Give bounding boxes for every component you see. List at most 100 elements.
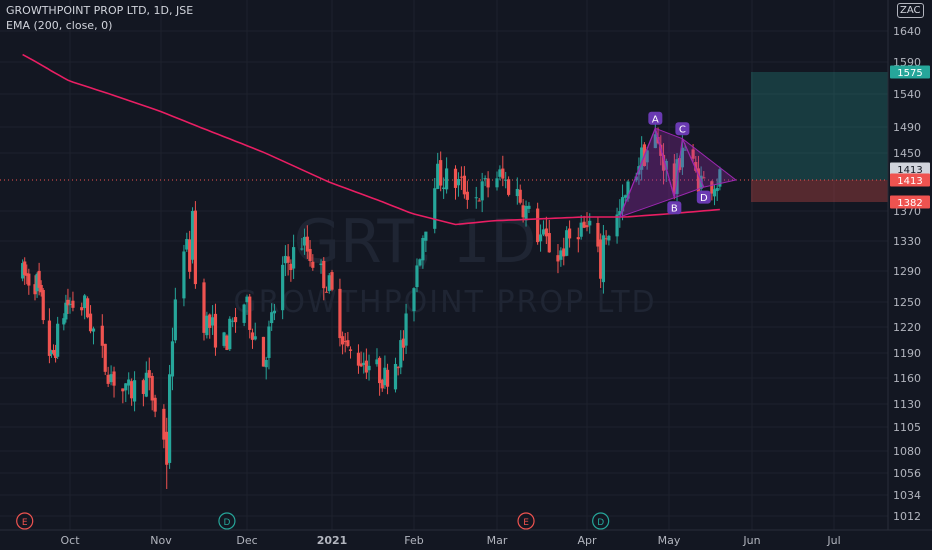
candle (527, 202, 531, 213)
y-tick-label: 1450 (893, 147, 921, 160)
candle (21, 259, 25, 282)
x-tick-label: Dec (236, 534, 257, 547)
candle (130, 378, 134, 406)
candle (66, 288, 70, 315)
legend-title: GROWTHPOINT PROP LTD, 1D, JSE (6, 4, 194, 17)
candle (190, 207, 195, 264)
candle (231, 317, 235, 328)
candle (83, 293, 87, 320)
pattern-point-d[interactable]: D (696, 190, 711, 205)
candle (718, 166, 722, 191)
x-tick-label: Oct (60, 534, 80, 547)
candle (607, 234, 611, 246)
candle (541, 220, 546, 237)
candle (205, 311, 209, 339)
candle (25, 264, 29, 285)
candle (106, 366, 110, 387)
candle (585, 212, 589, 232)
candle (404, 303, 408, 355)
price-badge-stop-loss: 1382 (890, 195, 930, 209)
abcd-pattern[interactable]: A B C D (618, 111, 738, 218)
pattern-point-a[interactable]: A (648, 111, 663, 126)
y-tick-label: 1640 (893, 25, 921, 38)
loss-zone (751, 180, 888, 202)
candle (225, 334, 229, 351)
svg-text:D: D (223, 518, 230, 528)
x-tick-label: Apr (577, 534, 597, 547)
candle (208, 313, 212, 339)
candle (193, 201, 197, 289)
candle (47, 308, 52, 364)
candle (302, 228, 307, 255)
x-tick-label: Feb (404, 534, 423, 547)
candle (604, 230, 608, 245)
x-tick-label: 2021 (317, 534, 348, 547)
dividend-event-marker[interactable]: D (592, 512, 610, 530)
dividend-event-marker[interactable]: D (218, 512, 236, 530)
currency-badge[interactable]: ZAC (897, 3, 924, 18)
candle (348, 346, 353, 359)
candle (393, 357, 398, 393)
candle (498, 165, 502, 181)
y-tick-label: 1250 (893, 296, 921, 309)
candle (165, 417, 169, 489)
candle (68, 297, 72, 314)
candle (283, 245, 287, 277)
candle (86, 296, 90, 319)
candle (645, 146, 649, 170)
y-tick-label: 1290 (893, 265, 921, 278)
candle (418, 258, 422, 267)
candle (453, 165, 458, 200)
pattern-point-c[interactable]: C (675, 122, 690, 136)
candle (330, 269, 334, 292)
earnings-event-marker[interactable]: E (517, 512, 535, 530)
candle (601, 224, 605, 294)
candle (228, 316, 232, 352)
candle (39, 280, 43, 297)
price-badge-entry: 1413 (890, 173, 930, 187)
long-position-tool[interactable] (751, 72, 888, 202)
candle (233, 307, 238, 333)
pattern-path (619, 126, 705, 218)
candle (424, 231, 428, 253)
candle (127, 372, 131, 395)
svg-text:A: A (652, 114, 659, 125)
candle (62, 313, 66, 331)
candle (250, 328, 255, 349)
y-tick-label: 1160 (893, 372, 921, 385)
candle (292, 234, 296, 280)
candle (661, 143, 666, 185)
candle (319, 259, 323, 274)
candle (596, 217, 600, 253)
candle (253, 322, 257, 341)
candle (623, 194, 627, 202)
x-tick-label: Mar (487, 534, 508, 547)
grid (0, 0, 888, 530)
candle (327, 272, 331, 294)
candle (576, 227, 580, 253)
candle (465, 180, 469, 209)
pattern-point-b[interactable]: B (667, 201, 682, 215)
y-tick-label: 1330 (893, 235, 921, 248)
candle (245, 294, 249, 315)
y-tick-label: 1190 (893, 347, 921, 360)
candle (559, 247, 563, 267)
candle (281, 256, 285, 320)
candle (248, 293, 252, 339)
candle (308, 240, 312, 267)
candle (599, 233, 603, 289)
candle (91, 326, 96, 345)
candle (515, 177, 519, 205)
earnings-event-marker[interactable]: E (16, 512, 34, 530)
candle (88, 305, 93, 334)
svg-text:1382: 1382 (897, 198, 922, 209)
candle (615, 207, 619, 244)
svg-text:1575: 1575 (897, 68, 922, 79)
svg-text:B: B (671, 204, 678, 215)
candle (378, 356, 382, 396)
svg-text:E: E (523, 518, 529, 528)
candle (436, 152, 440, 190)
y-tick-label: 1105 (893, 421, 921, 434)
